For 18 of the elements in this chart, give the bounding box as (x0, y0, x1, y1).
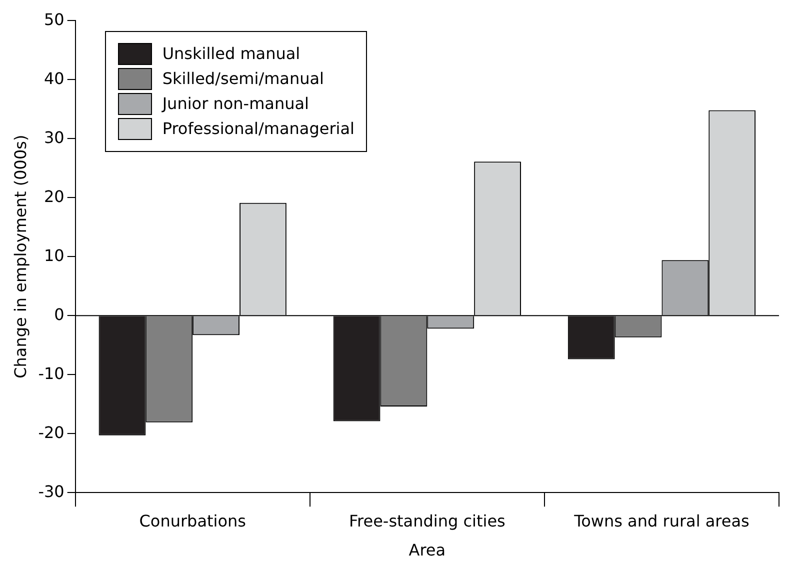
legend-label: Junior non-manual (162, 94, 309, 114)
y-tick-label: -10 (38, 364, 64, 383)
y-axis-title: Change in employment (000s) (10, 134, 30, 378)
y-tick-label: 20 (44, 186, 64, 206)
y-tick-label: 50 (44, 10, 64, 29)
x-tick-label: Towns and rural areas (573, 511, 750, 530)
legend-label: Unskilled manual (162, 44, 300, 64)
y-tick-label: -30 (38, 482, 64, 501)
y-tick-label: 0 (54, 304, 64, 324)
y-tick-label: 30 (44, 128, 64, 147)
x-tick-label: Conurbations (139, 511, 246, 530)
y-tick-label: 40 (44, 68, 64, 88)
y-tick-label: -20 (38, 422, 64, 442)
x-axis-title: Area (408, 540, 446, 560)
y-tick-label: 10 (44, 246, 64, 265)
legend-label: Professional/managerial (162, 119, 354, 138)
legend-label: Skilled/semi/manual (162, 69, 324, 88)
x-tick-label: Free-standing cities (348, 511, 506, 530)
